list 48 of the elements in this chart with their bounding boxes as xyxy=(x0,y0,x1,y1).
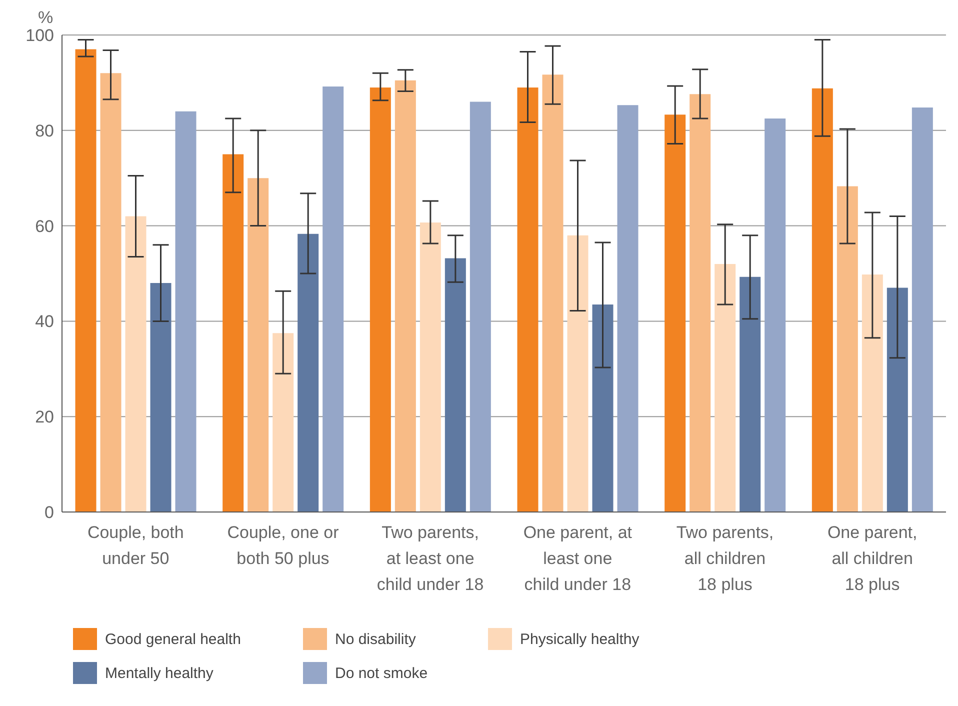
y-axis-title: % xyxy=(38,8,54,28)
x-tick-label: Couple, both under 50 xyxy=(87,523,184,568)
bar xyxy=(812,88,833,512)
bar xyxy=(150,283,172,512)
y-tick-label: 40 xyxy=(35,312,54,332)
bar xyxy=(664,114,686,512)
y-tick-label: 60 xyxy=(35,216,54,236)
bar xyxy=(592,304,614,512)
bar xyxy=(75,49,96,512)
bar xyxy=(420,222,441,512)
bar xyxy=(764,118,786,512)
bar xyxy=(690,94,711,512)
y-tick-label: 100 xyxy=(26,26,54,46)
bar xyxy=(862,274,883,512)
bar xyxy=(175,111,196,512)
bar xyxy=(370,87,391,512)
bar xyxy=(100,73,122,512)
bar xyxy=(836,186,858,512)
bar xyxy=(740,276,761,512)
x-tick-label: One parent, at least one child under 18 xyxy=(523,523,632,594)
y-tick-label: 20 xyxy=(35,408,54,427)
y-tick-label: 80 xyxy=(35,121,54,140)
x-tick-label: One parent, all children 18 plus xyxy=(827,523,918,594)
bar xyxy=(912,108,933,512)
bar xyxy=(886,288,908,512)
bar xyxy=(248,178,269,512)
bar xyxy=(222,154,244,512)
bar xyxy=(394,80,416,512)
bar xyxy=(322,86,344,512)
bar xyxy=(542,74,564,512)
legend-label: Do not smoke xyxy=(335,664,428,682)
y-tick-label: 0 xyxy=(44,503,54,522)
bar xyxy=(714,264,736,512)
legend-label: No disability xyxy=(335,630,416,648)
bar xyxy=(517,87,538,512)
bar xyxy=(470,102,491,512)
legend-label: Physically healthy xyxy=(520,630,640,648)
bar xyxy=(272,333,294,512)
bar xyxy=(567,235,588,512)
x-tick-label: Two parents, at least one child under 18 xyxy=(376,523,484,594)
bar xyxy=(444,258,466,512)
bar xyxy=(617,105,638,512)
x-tick-label: Two parents, all children 18 plus xyxy=(676,523,774,594)
x-tick-label: Couple, one or both 50 plus xyxy=(227,523,340,568)
bar xyxy=(125,216,146,512)
legend-label: Good general health xyxy=(105,630,241,648)
bar xyxy=(298,234,319,512)
legend-label: Mentally healthy xyxy=(105,664,214,682)
